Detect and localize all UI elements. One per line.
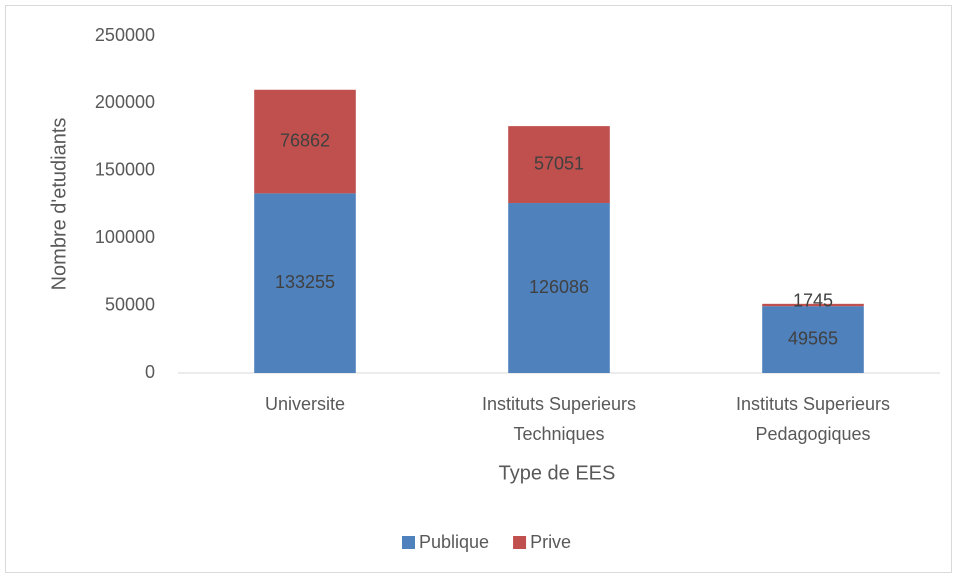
legend: Publique Prive bbox=[402, 532, 571, 552]
y-axis-title: Nombre d'etudiants bbox=[48, 118, 70, 291]
y-tick-label: 150000 bbox=[95, 160, 155, 180]
data-label: 133255 bbox=[275, 272, 335, 292]
y-tick-label: 200000 bbox=[95, 92, 155, 112]
data-label: 126086 bbox=[529, 277, 589, 297]
y-tick-label: 250000 bbox=[95, 25, 155, 45]
legend-swatch bbox=[513, 536, 527, 549]
x-tick-label: Instituts Superieurs Pedagogiques bbox=[736, 394, 890, 444]
legend-label: Prive bbox=[530, 532, 571, 552]
chart-border bbox=[5, 5, 952, 573]
y-tick-label: 0 bbox=[145, 362, 155, 382]
bar-segment bbox=[254, 193, 356, 373]
bar-segment bbox=[254, 89, 356, 194]
data-label: 57051 bbox=[534, 153, 584, 173]
x-axis-title: Type de EES bbox=[499, 462, 616, 484]
data-label: 1745 bbox=[793, 291, 833, 311]
x-tick-label: Universite bbox=[265, 394, 345, 414]
legend-swatch bbox=[402, 536, 415, 549]
y-tick-label: 100000 bbox=[95, 227, 155, 247]
bar-segment bbox=[762, 303, 864, 307]
legend-label: Publique bbox=[419, 532, 489, 552]
bar-segment bbox=[762, 306, 864, 373]
bar-segment bbox=[508, 203, 610, 373]
y-tick-label: 50000 bbox=[105, 294, 155, 314]
data-label: 49565 bbox=[788, 328, 838, 348]
data-label: 76862 bbox=[280, 130, 330, 150]
bar-segment bbox=[508, 126, 610, 204]
x-tick-label: Instituts Superieurs Techniques bbox=[482, 394, 636, 444]
